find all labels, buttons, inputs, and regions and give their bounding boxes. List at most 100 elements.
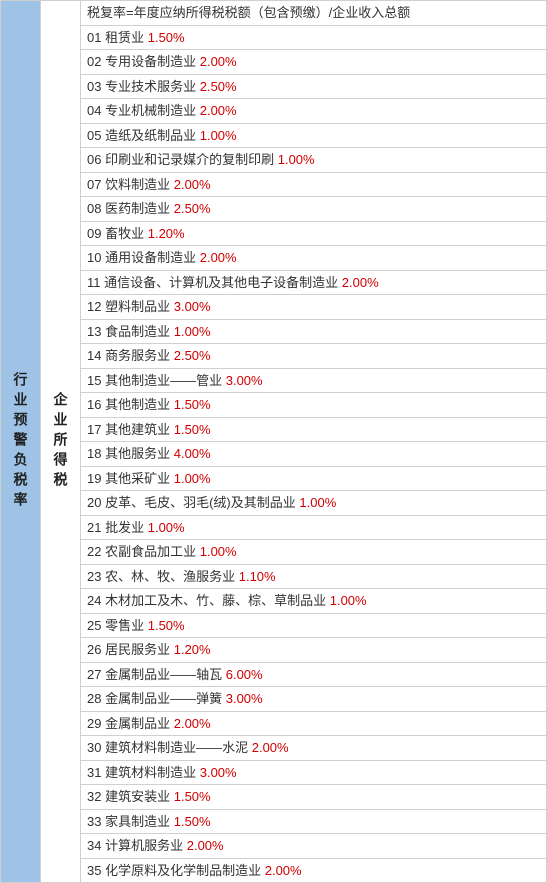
industry-name: 医药制造业 xyxy=(105,201,170,216)
row-index: 27 xyxy=(87,667,101,682)
row-index: 08 xyxy=(87,201,101,216)
row-index: 13 xyxy=(87,324,101,339)
industry-name: 居民服务业 xyxy=(105,642,170,657)
industry-name: 其他制造业——管业 xyxy=(105,373,222,388)
tax-rate: 2.50% xyxy=(174,201,211,216)
table-row: 02 专用设备制造业 2.00% xyxy=(81,50,546,75)
row-index: 11 xyxy=(87,275,101,290)
table-row: 15 其他制造业——管业 3.00% xyxy=(81,369,546,394)
tax-rate: 1.00% xyxy=(200,544,237,559)
table-row: 04 专业机械制造业 2.00% xyxy=(81,99,546,124)
table-row: 22 农副食品加工业 1.00% xyxy=(81,540,546,565)
tax-rate: 1.50% xyxy=(174,397,211,412)
tax-rate: 2.00% xyxy=(200,103,237,118)
table-row: 20 皮革、毛皮、羽毛(绒)及其制品业 1.00% xyxy=(81,491,546,516)
row-index: 26 xyxy=(87,642,101,657)
industry-name: 其他采矿业 xyxy=(105,471,170,486)
table-row: 33 家具制造业 1.50% xyxy=(81,810,546,835)
tax-rate: 1.50% xyxy=(148,618,185,633)
left-category-column: 行业预警负税率 xyxy=(1,1,41,882)
table-row: 26 居民服务业 1.20% xyxy=(81,638,546,663)
industry-name: 农、林、牧、渔服务业 xyxy=(105,569,235,584)
table-row: 14 商务服务业 2.50% xyxy=(81,344,546,369)
row-index: 33 xyxy=(87,814,101,829)
table-row: 23 农、林、牧、渔服务业 1.10% xyxy=(81,565,546,590)
tax-rate: 1.50% xyxy=(174,789,211,804)
industry-name: 通用设备制造业 xyxy=(105,250,196,265)
row-index: 21 xyxy=(87,520,101,535)
table-row: 19 其他采矿业 1.00% xyxy=(81,467,546,492)
industry-name: 批发业 xyxy=(105,520,144,535)
table-row: 18 其他服务业 4.00% xyxy=(81,442,546,467)
tax-rate: 4.00% xyxy=(174,446,211,461)
row-index: 17 xyxy=(87,422,101,437)
tax-rate: 1.00% xyxy=(299,495,336,510)
row-index: 10 xyxy=(87,250,101,265)
row-index: 34 xyxy=(87,838,101,853)
row-index: 01 xyxy=(87,30,101,45)
tax-rate: 3.00% xyxy=(226,373,263,388)
industry-name: 金属制品业——弹簧 xyxy=(105,691,222,706)
industry-name: 塑料制品业 xyxy=(105,299,170,314)
row-index: 23 xyxy=(87,569,101,584)
tax-rate: 1.50% xyxy=(174,814,211,829)
industry-name: 计算机服务业 xyxy=(105,838,183,853)
industry-name: 农副食品加工业 xyxy=(105,544,196,559)
industry-name: 通信设备、计算机及其他电子设备制造业 xyxy=(104,275,338,290)
industry-name: 金属制品业 xyxy=(105,716,170,731)
industry-name: 皮革、毛皮、羽毛(绒)及其制品业 xyxy=(105,495,296,510)
tax-rate: 3.00% xyxy=(174,299,211,314)
row-index: 02 xyxy=(87,54,101,69)
tax-rate: 1.00% xyxy=(330,593,367,608)
industry-name: 化学原料及化学制品制造业 xyxy=(105,863,261,878)
industry-name: 专业技术服务业 xyxy=(105,79,196,94)
table-row: 29 金属制品业 2.00% xyxy=(81,712,546,737)
industry-name: 建筑材料制造业 xyxy=(105,765,196,780)
tax-rate: 1.00% xyxy=(200,128,237,143)
row-index: 09 xyxy=(87,226,101,241)
table-row: 11 通信设备、计算机及其他电子设备制造业 2.00% xyxy=(81,271,546,296)
table-row: 03 专业技术服务业 2.50% xyxy=(81,75,546,100)
industry-name: 租赁业 xyxy=(105,30,144,45)
row-index: 25 xyxy=(87,618,101,633)
row-index: 06 xyxy=(87,152,101,167)
tax-rate: 2.00% xyxy=(342,275,379,290)
tax-rate: 1.00% xyxy=(278,152,315,167)
tax-rate: 1.50% xyxy=(174,422,211,437)
row-index: 15 xyxy=(87,373,101,388)
industry-name: 专用设备制造业 xyxy=(105,54,196,69)
mid-category-label: 企业所得税 xyxy=(51,392,71,492)
tax-rate: 2.00% xyxy=(174,716,211,731)
table-row: 24 木材加工及木、竹、藤、棕、草制品业 1.00% xyxy=(81,589,546,614)
row-index: 12 xyxy=(87,299,101,314)
industry-name: 商务服务业 xyxy=(105,348,170,363)
industry-name: 其他建筑业 xyxy=(105,422,170,437)
tax-rate: 1.50% xyxy=(148,30,185,45)
table-row: 13 食品制造业 1.00% xyxy=(81,320,546,345)
table-row: 35 化学原料及化学制品制造业 2.00% xyxy=(81,859,546,883)
table-row: 01 租赁业 1.50% xyxy=(81,26,546,51)
tax-rate: 1.20% xyxy=(174,642,211,657)
table-row: 16 其他制造业 1.50% xyxy=(81,393,546,418)
industry-name: 食品制造业 xyxy=(105,324,170,339)
row-index: 31 xyxy=(87,765,101,780)
tax-rate: 3.00% xyxy=(200,765,237,780)
tax-rate: 3.00% xyxy=(226,691,263,706)
industry-list-column: 税复率=年度应纳所得税税额（包含预缴）/企业收入总额 01 租赁业 1.50%0… xyxy=(81,1,546,882)
row-index: 22 xyxy=(87,544,101,559)
table-row: 17 其他建筑业 1.50% xyxy=(81,418,546,443)
tax-rate: 2.50% xyxy=(174,348,211,363)
industry-name: 零售业 xyxy=(105,618,144,633)
table-row: 25 零售业 1.50% xyxy=(81,614,546,639)
tax-rate: 1.00% xyxy=(174,324,211,339)
tax-rate: 2.00% xyxy=(265,863,302,878)
tax-rate: 6.00% xyxy=(226,667,263,682)
table-row: 05 造纸及纸制品业 1.00% xyxy=(81,124,546,149)
row-index: 35 xyxy=(87,863,101,878)
industry-name: 其他制造业 xyxy=(105,397,170,412)
mid-category-column: 企业所得税 xyxy=(41,1,81,882)
tax-rate-table: 行业预警负税率 企业所得税 税复率=年度应纳所得税税额（包含预缴）/企业收入总额… xyxy=(0,0,547,883)
row-index: 20 xyxy=(87,495,101,510)
table-row: 08 医药制造业 2.50% xyxy=(81,197,546,222)
row-index: 03 xyxy=(87,79,101,94)
